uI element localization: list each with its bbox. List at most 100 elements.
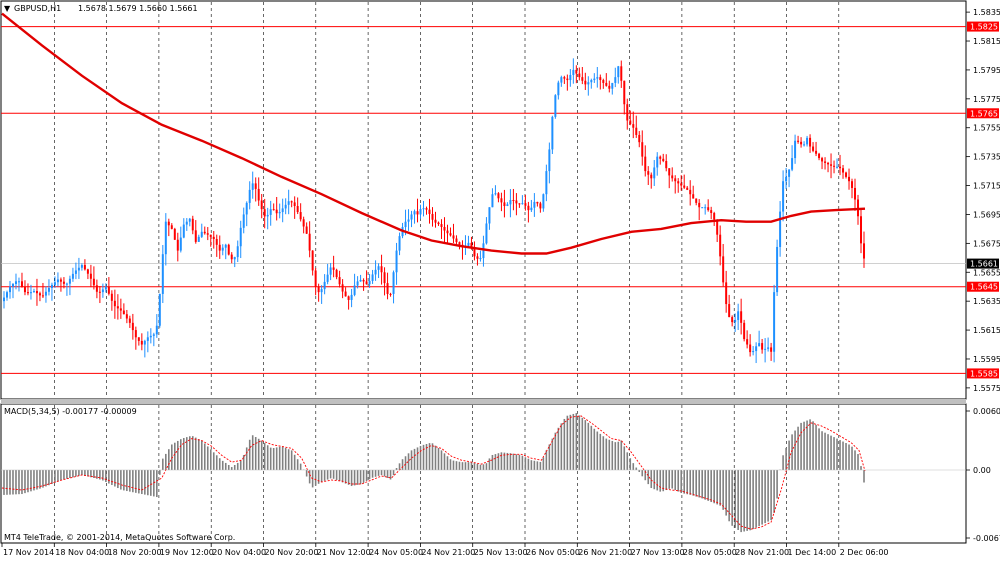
copyright-text: MT4 TeleTrade, © 2001-2014, MetaQuotes S… xyxy=(4,533,235,542)
x-tick-label: 24 Nov 05:00 xyxy=(369,548,423,557)
candle-body xyxy=(56,279,59,283)
candle-body xyxy=(722,256,725,283)
candle-body xyxy=(344,291,347,297)
candle-body xyxy=(251,183,254,190)
x-tick-label: 21 Nov 12:00 xyxy=(317,548,371,557)
y-tick-label: 1.5815 xyxy=(973,37,1000,46)
candle-body xyxy=(419,209,422,215)
pane-separator xyxy=(1,399,966,404)
macd-histogram xyxy=(3,413,865,533)
candle-body xyxy=(629,120,632,125)
candle-body xyxy=(659,156,662,159)
candle-body xyxy=(734,319,737,323)
candle-body xyxy=(188,218,191,222)
candle-body xyxy=(173,228,176,240)
candle-body xyxy=(569,74,572,81)
candle-body xyxy=(407,219,410,222)
macd-signal-line xyxy=(1,415,866,530)
candle-body xyxy=(548,149,551,172)
candle-body xyxy=(635,127,638,135)
candle-body xyxy=(626,104,629,121)
candle-body xyxy=(428,209,431,214)
candle-body xyxy=(98,291,101,293)
candle-body xyxy=(446,230,449,234)
candle-body xyxy=(590,80,593,83)
candle-body xyxy=(521,203,524,205)
macd-tick-label: 0.00601 xyxy=(973,407,1000,416)
candle-body xyxy=(203,231,206,234)
candle-body xyxy=(485,223,488,244)
candle-body xyxy=(236,246,239,258)
candle-body xyxy=(95,285,98,292)
candle-body xyxy=(317,286,320,293)
candle-body xyxy=(776,246,779,293)
horizontal-levels[interactable] xyxy=(1,26,966,374)
candle-body xyxy=(257,188,260,201)
candle-body xyxy=(458,242,461,245)
candle-body xyxy=(599,77,602,81)
level-tag xyxy=(967,368,999,379)
candle-body xyxy=(275,209,278,214)
candle-body xyxy=(80,265,83,268)
x-tick-label: 28 Nov 21:00 xyxy=(735,548,789,557)
candle-body xyxy=(302,219,305,227)
candle-body xyxy=(8,286,11,293)
candle-body xyxy=(260,200,263,210)
candle-body xyxy=(326,274,329,282)
candle-body xyxy=(329,267,332,275)
candle-body xyxy=(365,281,368,285)
candle-body xyxy=(431,213,434,220)
candle-body xyxy=(707,207,710,211)
candle-body xyxy=(314,270,317,287)
candle-body xyxy=(374,269,377,275)
y-tick-label: 1.5835 xyxy=(973,8,1000,17)
x-tick-label: 28 Nov 05:00 xyxy=(683,548,737,557)
candle-body xyxy=(296,206,299,213)
candle-body xyxy=(557,82,560,96)
candle-body xyxy=(677,181,680,184)
candle-body xyxy=(812,146,815,151)
candle-body xyxy=(290,201,293,203)
candle-body xyxy=(107,286,110,294)
y-tick-label: 1.5755 xyxy=(973,124,1000,133)
candle-body xyxy=(65,283,68,285)
candle-body xyxy=(278,212,281,214)
symbol-arrow-icon[interactable]: ▼ xyxy=(4,4,11,13)
candle-body xyxy=(131,322,134,331)
candle-body xyxy=(680,183,683,186)
candle-body xyxy=(59,279,62,282)
candle-body xyxy=(809,137,812,147)
y-tick-label: 1.5735 xyxy=(973,153,1000,162)
candle-body xyxy=(512,200,515,201)
candle-body xyxy=(53,282,56,285)
candle-body xyxy=(233,257,236,260)
candle-body xyxy=(92,278,95,286)
candle-body xyxy=(506,204,509,207)
ohlc-values: 1.5678 1.5679 1.5660 1.5661 xyxy=(78,4,198,13)
candle-body xyxy=(692,194,695,199)
level-tag-label: 1.5585 xyxy=(970,369,998,378)
candle-body xyxy=(266,214,269,217)
candle-body xyxy=(125,314,128,319)
candle-body xyxy=(170,225,173,229)
candle-body xyxy=(380,266,383,273)
candle-body xyxy=(854,187,857,200)
candle-body xyxy=(215,239,218,245)
candle-body xyxy=(425,208,428,210)
candle-body xyxy=(683,185,686,188)
level-tag-label: 1.5645 xyxy=(970,283,998,292)
x-tick-label: 25 Nov 13:00 xyxy=(474,548,528,557)
x-tick-label: 19 Nov 12:00 xyxy=(160,548,214,557)
candle-body xyxy=(14,281,17,285)
candle-body xyxy=(584,80,587,85)
candle-body xyxy=(821,158,824,162)
candle-body xyxy=(773,292,776,352)
y-tick-label: 1.5695 xyxy=(973,210,1000,219)
candle-body xyxy=(794,140,797,159)
main-plot-frame xyxy=(0,0,967,400)
candle-body xyxy=(839,166,842,169)
candle-body xyxy=(764,348,767,350)
candle-body xyxy=(197,236,200,242)
